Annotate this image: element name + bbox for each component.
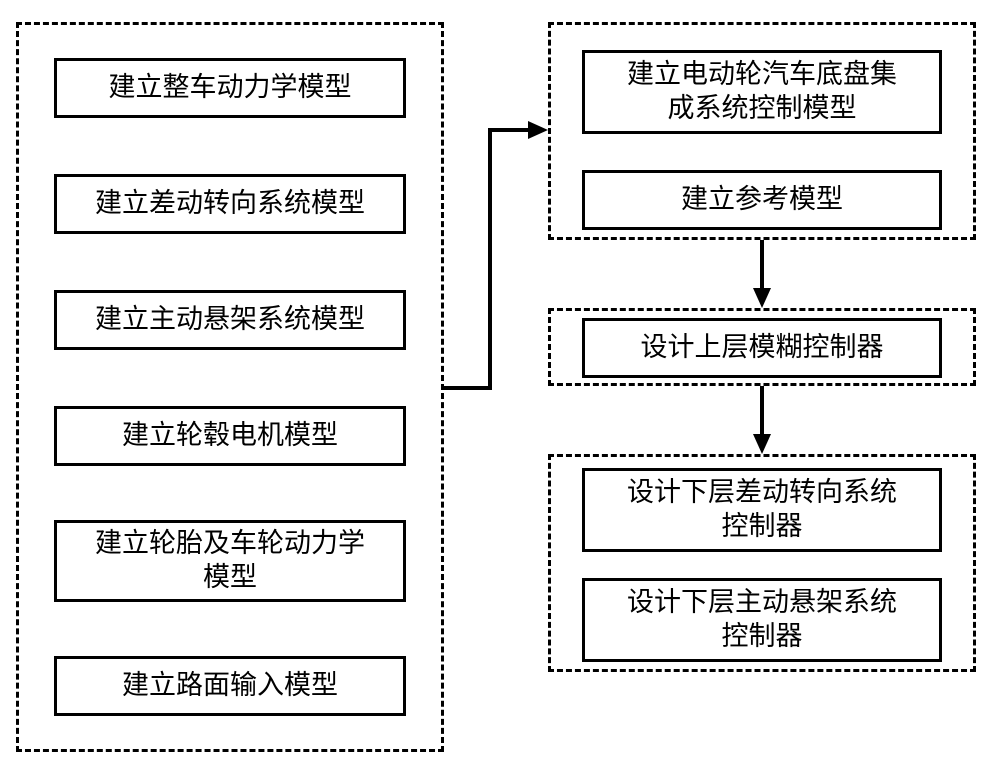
box-label: 建立路面输入模型 [122,669,338,703]
arrow-segment [488,128,492,388]
arrow-segment [488,128,528,132]
arrow-segment [444,386,492,390]
box-lower-active-suspension-controller: 设计下层主动悬架系统控制器 [582,578,942,662]
arrow-segment [760,386,764,434]
box-upper-fuzzy-controller: 设计上层模糊控制器 [582,318,942,378]
box-lower-diff-steering-controller: 设计下层差动转向系统控制器 [582,468,942,552]
box-vehicle-dynamics-model: 建立整车动力学模型 [54,58,406,118]
box-label: 建立参考模型 [681,183,843,217]
arrow-head-icon [753,288,771,308]
box-label: 建立轮胎及车轮动力学模型 [95,527,365,595]
box-label: 建立轮毂电机模型 [122,419,338,453]
box-chassis-integrated-control-model: 建立电动轮汽车底盘集成系统控制模型 [582,50,942,134]
arrow-head-icon [528,121,548,139]
box-active-suspension-model: 建立主动悬架系统模型 [54,290,406,350]
box-label: 设计上层模糊控制器 [641,331,884,365]
box-road-input-model: 建立路面输入模型 [54,656,406,716]
box-differential-steering-model: 建立差动转向系统模型 [54,174,406,234]
arrow-head-icon [753,434,771,454]
box-label: 设计下层主动悬架系统控制器 [627,586,897,654]
box-label: 建立电动轮汽车底盘集成系统控制模型 [627,58,897,126]
box-reference-model: 建立参考模型 [582,170,942,230]
box-label: 建立主动悬架系统模型 [95,303,365,337]
box-label: 建立整车动力学模型 [109,71,352,105]
box-label: 设计下层差动转向系统控制器 [627,476,897,544]
box-label: 建立差动转向系统模型 [95,187,365,221]
box-tire-wheel-dynamics-model: 建立轮胎及车轮动力学模型 [54,520,406,602]
arrow-segment [760,240,764,288]
box-hub-motor-model: 建立轮毂电机模型 [54,406,406,466]
dashed-group-left [16,22,444,752]
